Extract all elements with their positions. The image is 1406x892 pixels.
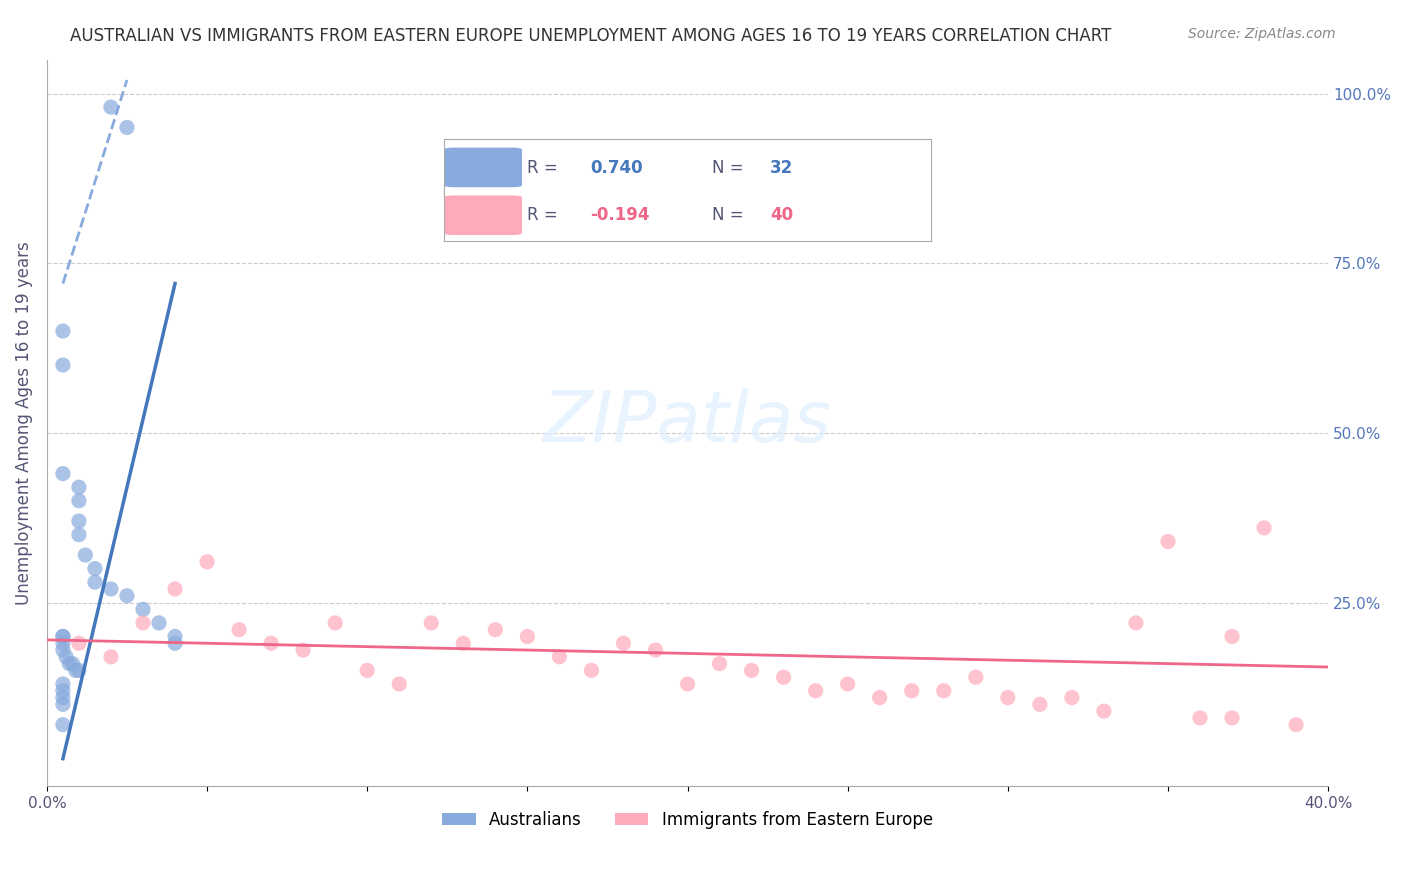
Point (965, 670, 987, 684)
Point (900, 683, 922, 698)
Point (772, 670, 794, 684)
Point (52, 467, 75, 481)
Point (676, 677, 699, 691)
Point (132, 615, 155, 630)
Point (75, 548, 97, 562)
Point (52, 324, 75, 338)
Point (1220, 630, 1243, 644)
Point (1092, 704, 1115, 718)
Point (1157, 534, 1180, 549)
Y-axis label: Unemployment Among Ages 16 to 19 years: Unemployment Among Ages 16 to 19 years (15, 241, 32, 605)
Point (163, 636, 186, 650)
Point (292, 643, 315, 657)
Point (741, 664, 763, 678)
Point (67, 480, 90, 494)
Point (1029, 698, 1052, 712)
Point (484, 623, 506, 637)
Text: Source: ZipAtlas.com: Source: ZipAtlas.com (1188, 27, 1336, 41)
Point (388, 677, 411, 691)
Point (148, 615, 170, 630)
Point (100, 649, 122, 664)
Point (1285, 717, 1308, 731)
Point (58, 657, 80, 671)
Point (804, 683, 827, 698)
Point (52, 636, 75, 650)
Point (52, 677, 75, 691)
Point (837, 677, 859, 691)
Point (869, 690, 891, 705)
Point (67, 636, 90, 650)
Point (84, 575, 107, 590)
Point (52, 630, 75, 644)
Point (1220, 711, 1243, 725)
Point (323, 615, 346, 630)
Point (581, 664, 603, 678)
Point (52, 698, 75, 712)
Text: AUSTRALIAN VS IMMIGRANTS FROM EASTERN EUROPE UNEMPLOYMENT AMONG AGES 16 TO 19 YE: AUSTRALIAN VS IMMIGRANTS FROM EASTERN EU… (70, 27, 1112, 45)
Point (52, 717, 75, 731)
Point (67, 664, 90, 678)
Point (356, 664, 378, 678)
Point (67, 493, 90, 508)
Point (100, 100, 122, 114)
Point (709, 657, 731, 671)
Point (67, 514, 90, 528)
Point (55, 649, 77, 664)
Point (52, 630, 75, 644)
Point (612, 636, 634, 650)
Point (132, 602, 155, 616)
Point (163, 582, 186, 596)
Point (420, 615, 443, 630)
Point (997, 690, 1019, 705)
Point (52, 683, 75, 698)
Point (67, 527, 90, 541)
Point (932, 683, 955, 698)
Point (195, 555, 218, 569)
Point (65, 664, 87, 678)
Point (644, 643, 666, 657)
Point (52, 690, 75, 705)
Point (228, 623, 250, 637)
Point (100, 582, 122, 596)
Point (52, 643, 75, 657)
Point (62, 657, 84, 671)
Point (1060, 690, 1083, 705)
Point (516, 630, 538, 644)
Point (52, 358, 75, 372)
Point (84, 561, 107, 575)
Point (453, 636, 475, 650)
Point (1125, 615, 1147, 630)
Point (115, 120, 138, 135)
Point (1253, 521, 1275, 535)
Point (163, 630, 186, 644)
Point (548, 649, 571, 664)
Point (1188, 711, 1211, 725)
Point (115, 589, 138, 603)
Point (260, 636, 283, 650)
Text: ZIPatlas: ZIPatlas (543, 388, 832, 458)
Legend: Australians, Immigrants from Eastern Europe: Australians, Immigrants from Eastern Eur… (436, 805, 939, 836)
